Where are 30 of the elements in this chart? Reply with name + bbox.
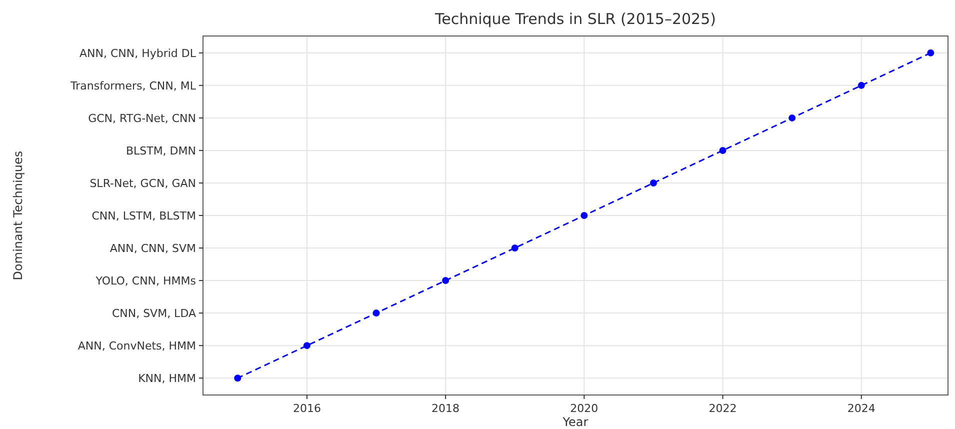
point [650, 179, 657, 186]
x-axis-title: Year [562, 415, 588, 429]
point [234, 374, 242, 382]
point [511, 244, 518, 252]
y-tick-label: YOLO, CNN, HMMs [94, 274, 196, 288]
y-tick-label: Transformers, CNN, ML [70, 79, 197, 92]
x-tick-label: 2022 [708, 402, 737, 415]
point [372, 310, 380, 317]
point [927, 49, 934, 56]
y-tick-label: ANN, ConvNets, HMM [78, 340, 196, 353]
point [303, 342, 310, 350]
x-tick-label: 2024 [847, 402, 876, 415]
y-tick-label: ANN, CNN, SVM [110, 242, 196, 256]
y-tick-label: BLSTM, DMN [126, 144, 196, 158]
y-tick-label: KNN, HMM [138, 372, 196, 386]
y-tick-label: ANN, CNN, Hybrid DL [79, 46, 197, 60]
point [719, 146, 726, 154]
y-tick-label: CNN, LSTM, BLSTM [92, 210, 196, 222]
x-tick-label: 2016 [292, 402, 321, 415]
point [788, 114, 796, 122]
y-tick-label: SLR-Net, GCN, GAN [90, 176, 196, 190]
y-tick-label: CNN, SVM, LDA [112, 307, 196, 320]
point [858, 82, 865, 89]
x-tick-label: 2020 [570, 402, 598, 415]
point [442, 277, 450, 284]
chart-title: Technique Trends in SLR (2015–2025) [434, 10, 716, 28]
point [580, 212, 588, 219]
y-axis-title: Dominant Techniques [11, 150, 25, 280]
y-tick-label: GCN, RTG-Net, CNN [88, 112, 196, 125]
x-tick-label: 2018 [432, 402, 460, 415]
